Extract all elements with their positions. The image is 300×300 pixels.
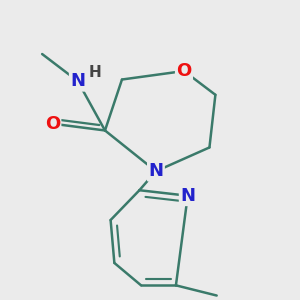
Text: N: N bbox=[70, 72, 85, 90]
Text: O: O bbox=[45, 115, 60, 133]
Text: O: O bbox=[176, 62, 192, 80]
Text: N: N bbox=[148, 162, 164, 180]
Text: N: N bbox=[180, 187, 195, 205]
Text: H: H bbox=[88, 65, 101, 80]
